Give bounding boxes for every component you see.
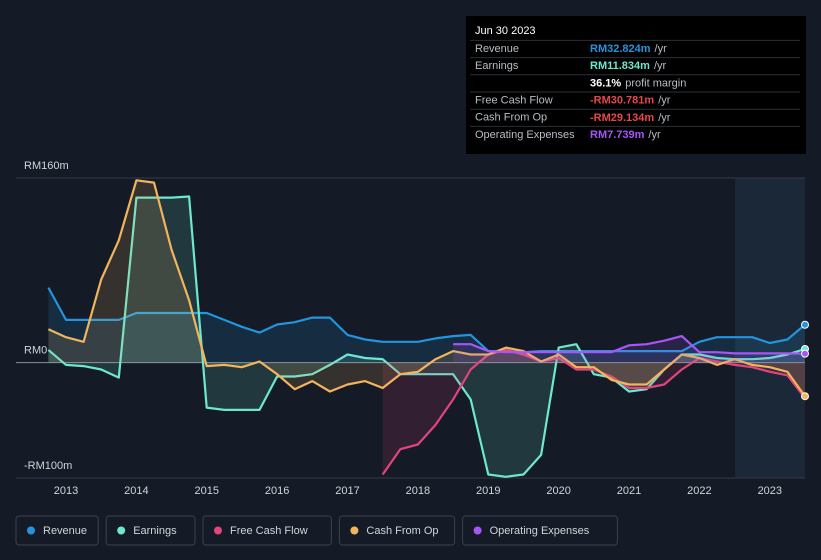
legend-dot <box>350 526 359 535</box>
tooltip-label: Cash From Op <box>475 112 547 124</box>
tooltip-unit: /yr <box>654 60 667 72</box>
tooltip-value: 36.1% profit margin <box>590 77 686 89</box>
legend-item[interactable]: Cash From Op <box>338 515 456 546</box>
legend-label: Revenue <box>43 525 87 537</box>
legend-button <box>462 515 618 546</box>
line <box>381 348 806 476</box>
area <box>48 287 805 363</box>
legend-label: Earnings <box>133 525 177 537</box>
legend-dot <box>117 526 126 535</box>
line <box>453 335 806 355</box>
legend-item[interactable]: Operating Expenses <box>462 515 618 546</box>
end-marker <box>801 320 809 329</box>
end-marker <box>801 349 809 358</box>
tooltip-label: Free Cash Flow <box>475 95 553 107</box>
legend-item[interactable]: Earnings <box>105 515 196 546</box>
x-tick-label: 2022 <box>687 485 711 497</box>
legend-item[interactable]: Free Cash Flow <box>202 515 332 546</box>
legend-dot <box>27 526 35 535</box>
y-tick-label: RM0 <box>24 345 47 357</box>
legend-label: Cash From Op <box>366 525 438 537</box>
x-tick-label: 2023 <box>758 485 782 497</box>
tooltip-value-number: 36.1% <box>590 77 621 89</box>
highlight-region <box>735 178 805 478</box>
tooltip-value: RM11.834m/yr <box>590 60 666 72</box>
tooltip <box>466 16 806 154</box>
tooltip-value-number: RM11.834m <box>590 60 650 72</box>
line <box>47 287 806 354</box>
tooltip-label: Earnings <box>475 60 519 72</box>
x-tick-label: 2015 <box>194 485 218 497</box>
tooltip-value-number: -RM30.781m <box>590 95 654 107</box>
tooltip-label: Operating Expenses <box>475 129 575 141</box>
legend-button <box>202 515 332 546</box>
tooltip-title: Jun 30 2023 <box>475 25 536 37</box>
legend-dot <box>473 526 482 535</box>
end-marker <box>801 392 809 401</box>
tooltip-value: -RM29.134m/yr <box>590 112 671 124</box>
area <box>48 196 805 477</box>
legend-label: Free Cash Flow <box>230 525 308 537</box>
x-tick-label: 2018 <box>406 485 430 497</box>
tooltip-unit: /yr <box>658 95 671 107</box>
tooltip-unit: /yr <box>658 112 671 124</box>
legend-item[interactable]: Revenue <box>15 515 99 546</box>
x-tick-label: 2013 <box>54 485 78 497</box>
tooltip-value-number: RM7.739m <box>590 129 645 141</box>
legend-button <box>105 515 196 546</box>
tooltip-unit: profit margin <box>625 77 686 89</box>
legend-label: Operating Expenses <box>490 525 590 537</box>
line <box>47 179 806 397</box>
x-tick-label: 2016 <box>265 485 289 497</box>
x-tick-label: 2017 <box>335 485 359 497</box>
tooltip-unit: /yr <box>648 129 661 141</box>
tooltip-value-number: -RM29.134m <box>590 112 654 124</box>
area <box>453 336 805 363</box>
legend-button <box>15 515 99 546</box>
x-tick-label: 2014 <box>124 485 148 497</box>
tooltip-value-number: RM32.824m <box>590 43 651 55</box>
tooltip-label: Revenue <box>475 43 519 55</box>
x-tick-label: 2021 <box>617 485 641 497</box>
x-tick-label: 2019 <box>476 485 500 497</box>
y-tick-label: -RM100m <box>24 460 72 472</box>
y-tick-label: RM160m <box>24 160 69 172</box>
tooltip-value: RM7.739m/yr <box>590 129 661 141</box>
x-tick-label: 2020 <box>546 485 570 497</box>
tooltip-value: RM32.824m/yr <box>590 43 667 55</box>
tooltip-unit: /yr <box>655 43 668 55</box>
legend-dot <box>214 526 222 535</box>
tooltip-value: -RM30.781m/yr <box>590 95 671 107</box>
legend-button <box>338 515 456 546</box>
